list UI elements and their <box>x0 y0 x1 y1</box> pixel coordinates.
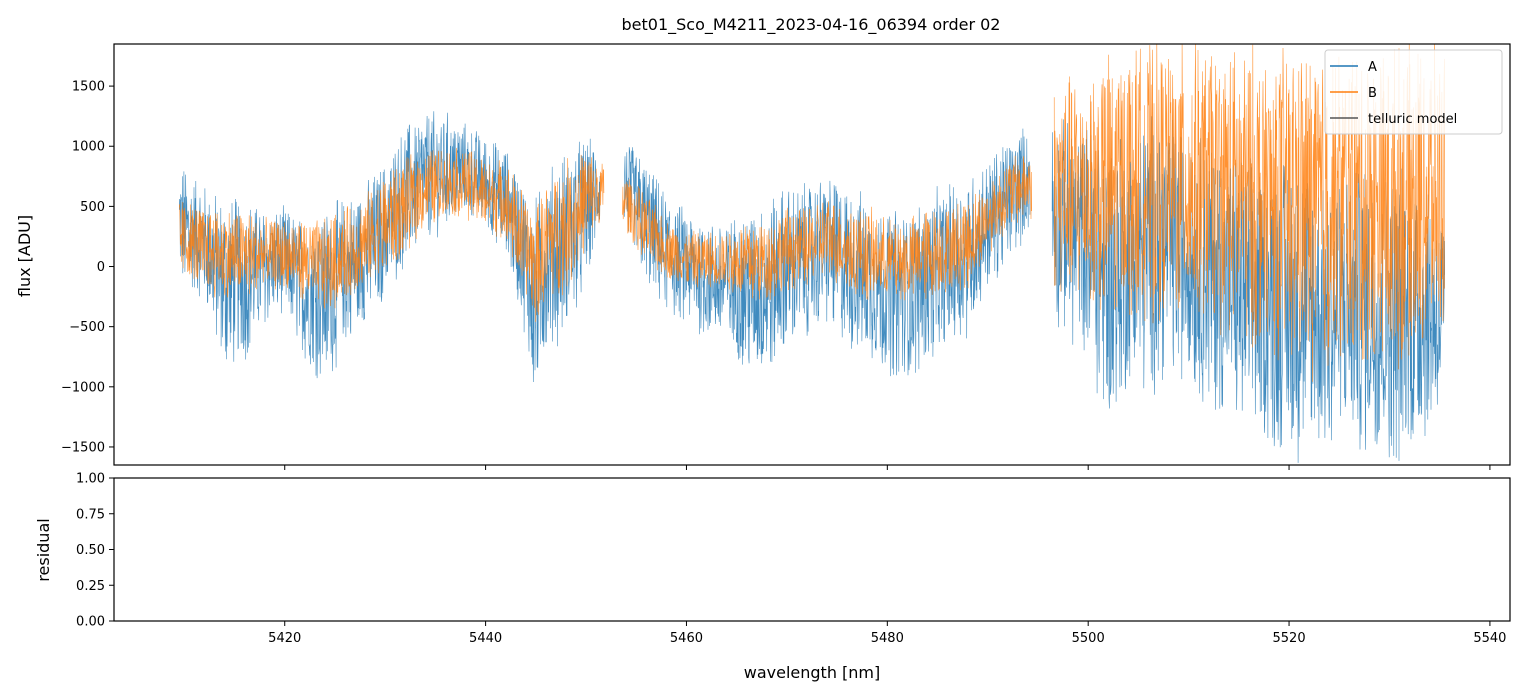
flux-y-tick-label: −1500 <box>61 440 105 455</box>
flux-y-axis-label: flux [ADU] <box>15 215 34 297</box>
flux-y-tick-label: 500 <box>80 200 105 215</box>
flux-y-tick-label: 1000 <box>72 140 105 155</box>
flux-axes-frame <box>113 43 1511 466</box>
flux-y-tick-label: 0 <box>97 260 105 275</box>
legend-label-telluric: telluric model <box>1368 112 1457 127</box>
residual-y-tick-label: 0.75 <box>76 507 105 522</box>
legend-box <box>1324 49 1503 135</box>
residual-y-tick-label: 0.00 <box>76 615 105 630</box>
x-tick-label: 5460 <box>670 631 703 646</box>
flux-x-ticks <box>284 465 1491 470</box>
flux-y-tick-label: −500 <box>69 320 105 335</box>
x-tick-label: 5480 <box>871 631 904 646</box>
flux-y-tick-label: 1500 <box>72 80 105 95</box>
x-tick-label: 5420 <box>268 631 301 646</box>
flux-y-ticks: −1500 −1000 −500 0 500 1000 1500 <box>61 80 114 455</box>
residual-y-axis-label: residual <box>34 518 53 581</box>
x-tick-label: 5440 <box>469 631 502 646</box>
residual-y-ticks: 0.00 0.25 0.50 0.75 1.00 <box>76 472 114 630</box>
series-line-b <box>179 44 1445 382</box>
legend-label-b: B <box>1368 86 1377 101</box>
residual-y-tick-label: 0.25 <box>76 579 105 594</box>
chart-title: bet01_Sco_M4211_2023-04-16_06394 order 0… <box>622 15 1001 35</box>
flux-series-layer <box>179 44 1445 463</box>
x-tick-label: 5520 <box>1273 631 1306 646</box>
residual-y-tick-label: 0.50 <box>76 543 105 558</box>
series-b <box>179 44 1445 382</box>
x-axis-label: wavelength [nm] <box>744 663 881 682</box>
legend-label-a: A <box>1368 60 1377 75</box>
legend: A B telluric model <box>1324 49 1503 135</box>
x-tick-label: 5500 <box>1072 631 1105 646</box>
residual-y-tick-label: 1.00 <box>76 472 105 487</box>
flux-y-tick-label: −1000 <box>61 380 105 395</box>
residual-x-ticks: 5420 5440 5460 5480 5500 5520 5540 <box>268 621 1506 646</box>
residual-panel: 0.00 0.25 0.50 0.75 1.00 5420 5440 5460 5480 550… <box>34 472 1511 682</box>
flux-panel: bet01_Sco_M4211_2023-04-16_06394 order 0… <box>15 15 1511 470</box>
x-tick-label: 5540 <box>1473 631 1506 646</box>
